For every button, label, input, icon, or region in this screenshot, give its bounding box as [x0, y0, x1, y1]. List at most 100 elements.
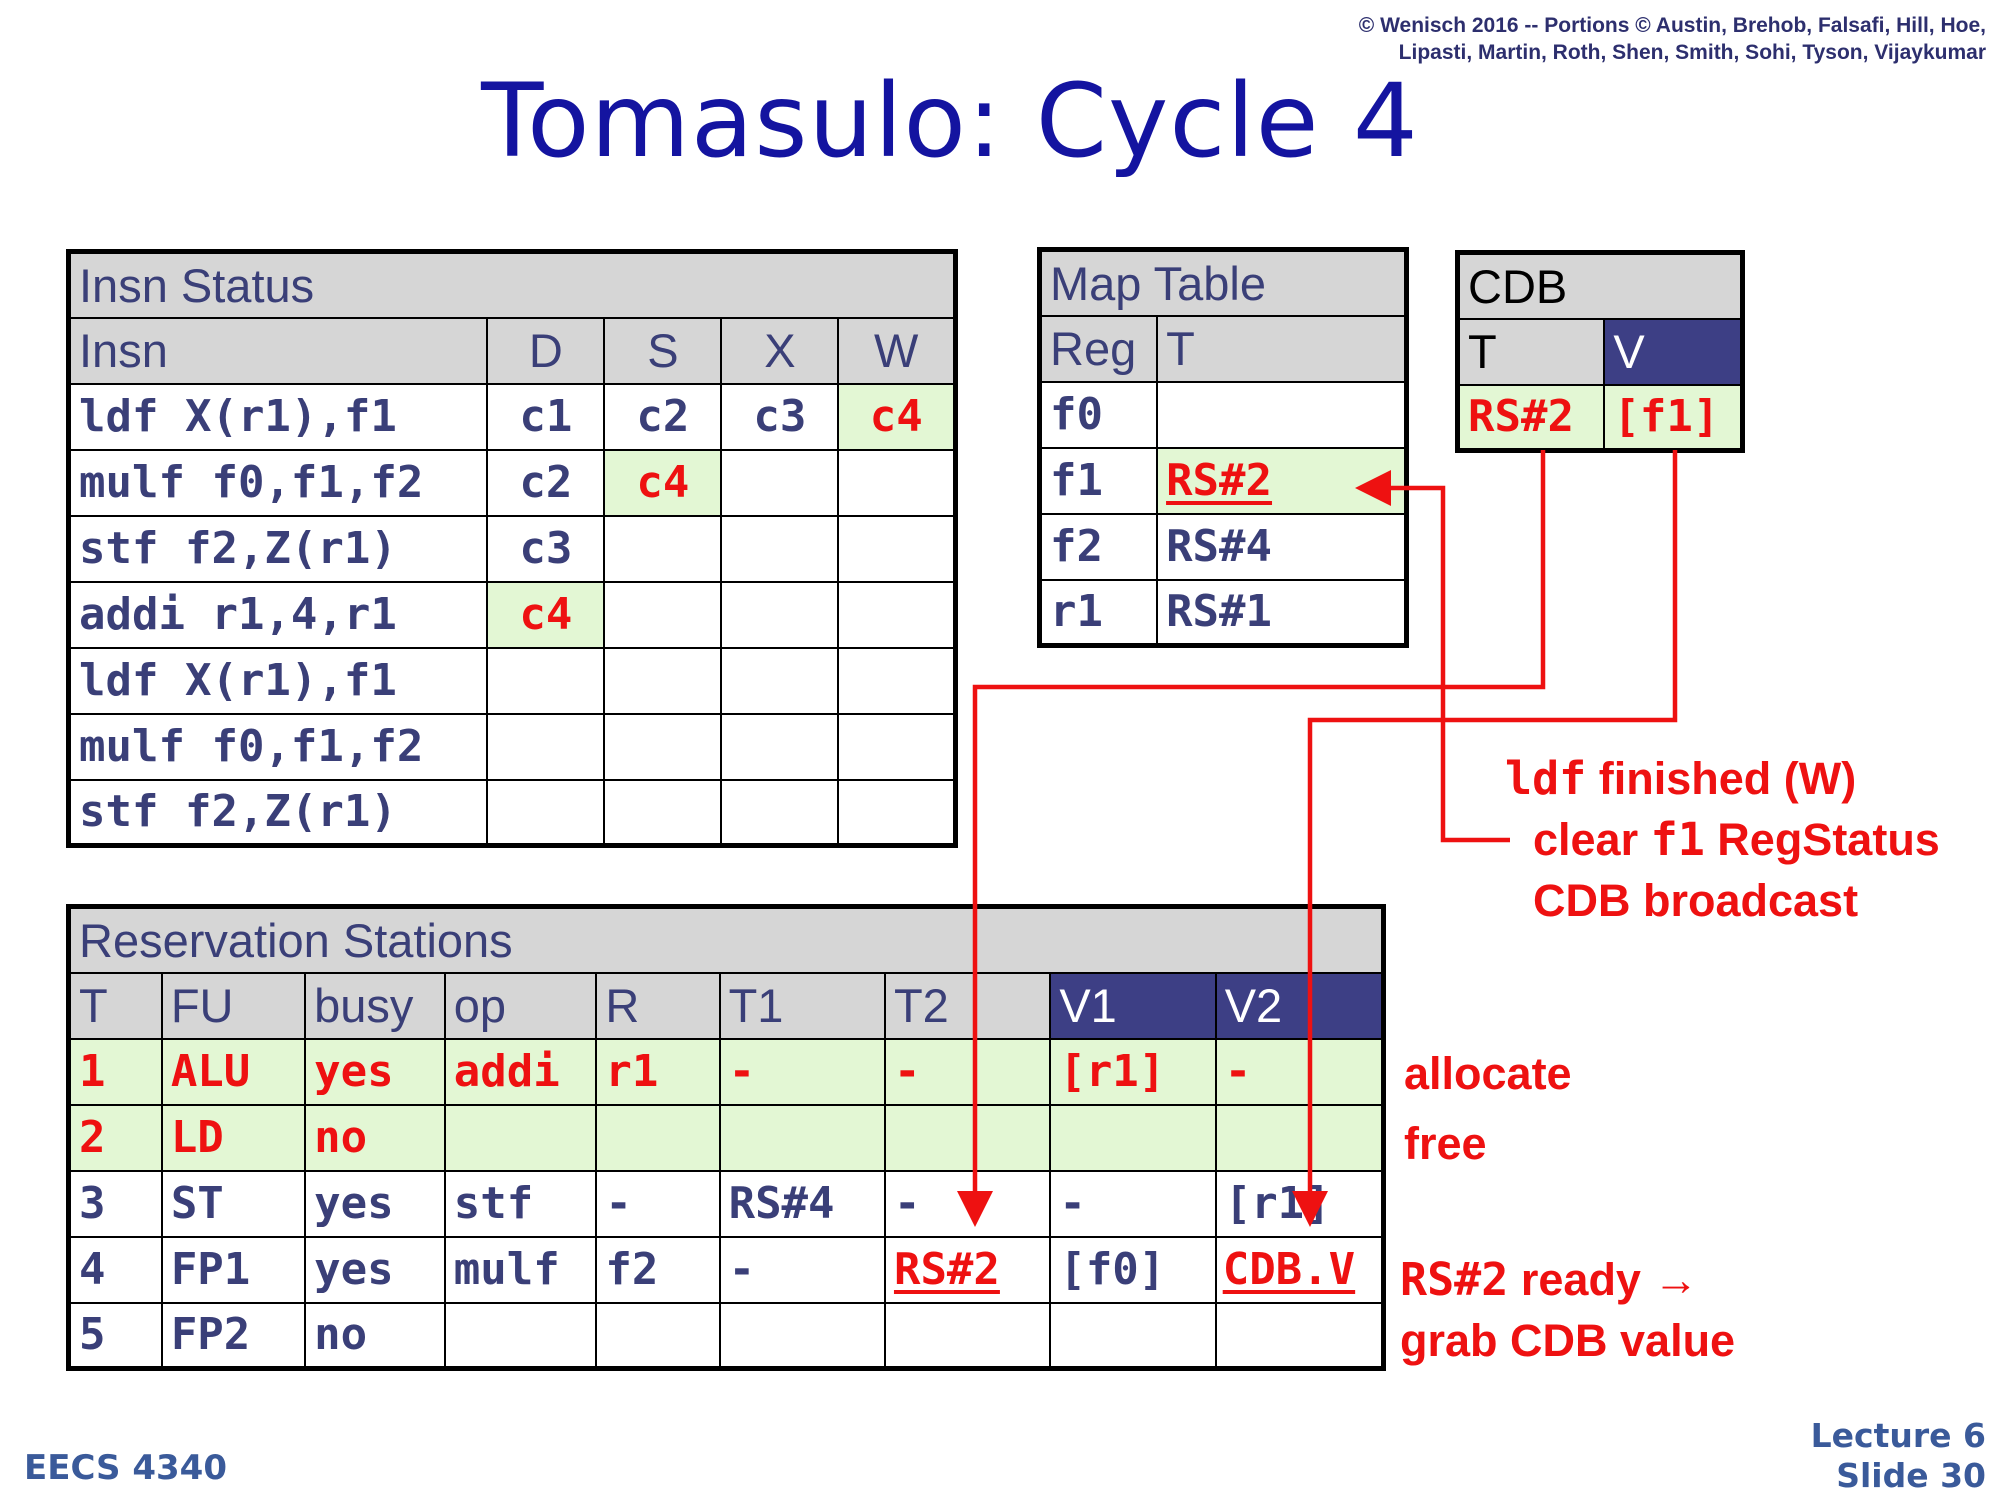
rs-cell: no — [304, 1301, 446, 1370]
map-reg: f1 — [1038, 446, 1159, 515]
note-clear-post: RegStatus — [1704, 814, 1940, 865]
insn-cycle-w — [837, 580, 957, 649]
map-reg: f2 — [1038, 512, 1159, 581]
table-row: f0 — [1038, 380, 1408, 449]
rs-cell: yes — [304, 1169, 446, 1238]
insn-cycle-w — [837, 712, 957, 781]
rs-cell-highlight: CDB.V — [1214, 1235, 1385, 1304]
copyright-line-1: © Wenisch 2016 -- Portions © Austin, Bre… — [1358, 14, 1986, 37]
rs-header-busy: busy — [304, 971, 446, 1040]
map-header-t: T — [1156, 314, 1408, 383]
rs-cell — [443, 1103, 598, 1172]
rs-cell: - — [718, 1235, 886, 1304]
rs-cell: ST — [160, 1169, 307, 1238]
table-row: addi r1,4,r1 c4 — [67, 580, 957, 649]
insn-cycle-s — [603, 514, 723, 583]
insn-cycle-s — [603, 646, 723, 715]
insn-cycle-x: c3 — [720, 382, 840, 451]
table-row: 2 LD no — [67, 1103, 1385, 1172]
insn-cycle-x — [720, 646, 840, 715]
note-ldf-finished: ldf finished (W) — [1505, 752, 1856, 805]
insn-header-insn: Insn — [67, 316, 489, 385]
rs-cell: stf — [443, 1169, 598, 1238]
rs-header-v2: V2 — [1214, 971, 1385, 1040]
rs-cell: 1 — [67, 1037, 163, 1106]
note-grab-cdb-value: grab CDB value — [1400, 1315, 1736, 1366]
table-row: ldf X(r1),f1 — [67, 646, 957, 715]
note-rs2-code: RS#2 — [1400, 1253, 1509, 1306]
table-row: 1 ALU yes addi r1 - - [r1] - — [67, 1037, 1385, 1106]
insn-cycle-s: c4 — [603, 448, 723, 517]
rs-cell — [1049, 1301, 1217, 1370]
cdb-tag: RS#2 — [1456, 383, 1606, 452]
insn-cycle-w — [837, 778, 957, 847]
rs-cell: - — [595, 1169, 721, 1238]
course-label: EECS 4340 — [24, 1448, 227, 1488]
rs-cell: - — [718, 1037, 886, 1106]
table-row: 4 FP1 yes mulf f2 - RS#2 [f0] CDB.V — [67, 1235, 1385, 1304]
table-row: ldf X(r1),f1 c1 c2 c3 c4 — [67, 382, 957, 451]
rs-cell: LD — [160, 1103, 307, 1172]
insn-cycle-d: c4 — [486, 580, 606, 649]
insn-cycle-d: c1 — [486, 382, 606, 451]
insn-cell: ldf X(r1),f1 — [67, 646, 489, 715]
map-table-title: Map Table — [1038, 248, 1408, 317]
insn-status-table: Insn Status Insn D S X W ldf X(r1),f1 c1… — [66, 249, 958, 848]
insn-cycle-d — [486, 778, 606, 847]
rs-cell — [883, 1103, 1052, 1172]
rs-header-t: T — [67, 971, 163, 1040]
rs-cell: yes — [304, 1235, 446, 1304]
lecture-label: Lecture 6 — [1810, 1416, 1986, 1455]
table-row: mulf f0,f1,f2 — [67, 712, 957, 781]
rs-cell: - — [1049, 1169, 1217, 1238]
note-clear-regstatus: clear f1 RegStatus — [1533, 813, 1940, 866]
insn-cycle-x — [720, 514, 840, 583]
rs-header-r: R — [595, 971, 721, 1040]
insn-cycle-s — [603, 712, 723, 781]
insn-cell: mulf f0,f1,f2 — [67, 712, 489, 781]
rs-cell — [595, 1103, 721, 1172]
note-clear-pre: clear — [1533, 814, 1651, 865]
insn-cycle-s — [603, 580, 723, 649]
insn-cycle-w — [837, 448, 957, 517]
note-ldf-code: ldf — [1505, 752, 1587, 805]
insn-cycle-x — [720, 580, 840, 649]
cdb-title: CDB — [1456, 251, 1744, 320]
table-row: 3 ST yes stf - RS#4 - - [r1] — [67, 1169, 1385, 1238]
insn-cycle-w — [837, 646, 957, 715]
note-cdb-broadcast: CDB broadcast — [1533, 875, 1859, 926]
rs-title: Reservation Stations — [67, 905, 1385, 974]
reservation-stations-table: Reservation Stations T FU busy op R T1 T… — [66, 904, 1386, 1371]
insn-header-s: S — [603, 316, 723, 385]
rs-cell — [1049, 1103, 1217, 1172]
insn-cycle-w: c4 — [837, 382, 957, 451]
table-row: f2 RS#4 — [1038, 512, 1408, 581]
table-row: mulf f0,f1,f2 c2 c4 — [67, 448, 957, 517]
note-ldf-rest: finished (W) — [1586, 753, 1857, 804]
note-free: free — [1404, 1118, 1487, 1169]
rs-cell: FP2 — [160, 1301, 307, 1370]
rs-cell — [443, 1301, 598, 1370]
cdb-header-v: V — [1603, 317, 1744, 386]
rs-header-fu: FU — [160, 971, 307, 1040]
rs-cell: [f0] — [1049, 1235, 1217, 1304]
copyright-notice: © Wenisch 2016 -- Portions © Austin, Bre… — [1359, 12, 1986, 66]
rs-cell: [r1] — [1049, 1037, 1217, 1106]
rs-cell: 2 — [67, 1103, 163, 1172]
rs-cell — [1214, 1103, 1385, 1172]
insn-cycle-w — [837, 514, 957, 583]
rs-header-v1: V1 — [1049, 971, 1217, 1040]
slide-title: Tomasulo: Cycle 4 — [481, 62, 1419, 181]
map-tag: RS#1 — [1156, 578, 1408, 647]
rs-cell: - — [1214, 1037, 1385, 1106]
rs-header-t2: T2 — [883, 971, 1052, 1040]
rs-cell: 3 — [67, 1169, 163, 1238]
insn-cell: stf f2,Z(r1) — [67, 778, 489, 847]
insn-header-w: W — [837, 316, 957, 385]
map-reg: f0 — [1038, 380, 1159, 449]
rs-cell: 4 — [67, 1235, 163, 1304]
table-row: RS#2 [f1] — [1456, 383, 1744, 452]
rs-cell — [595, 1301, 721, 1370]
copyright-line-2: Lipasti, Martin, Roth, Shen, Smith, Sohi… — [1398, 41, 1986, 64]
table-row: f1 RS#2 — [1038, 446, 1408, 515]
